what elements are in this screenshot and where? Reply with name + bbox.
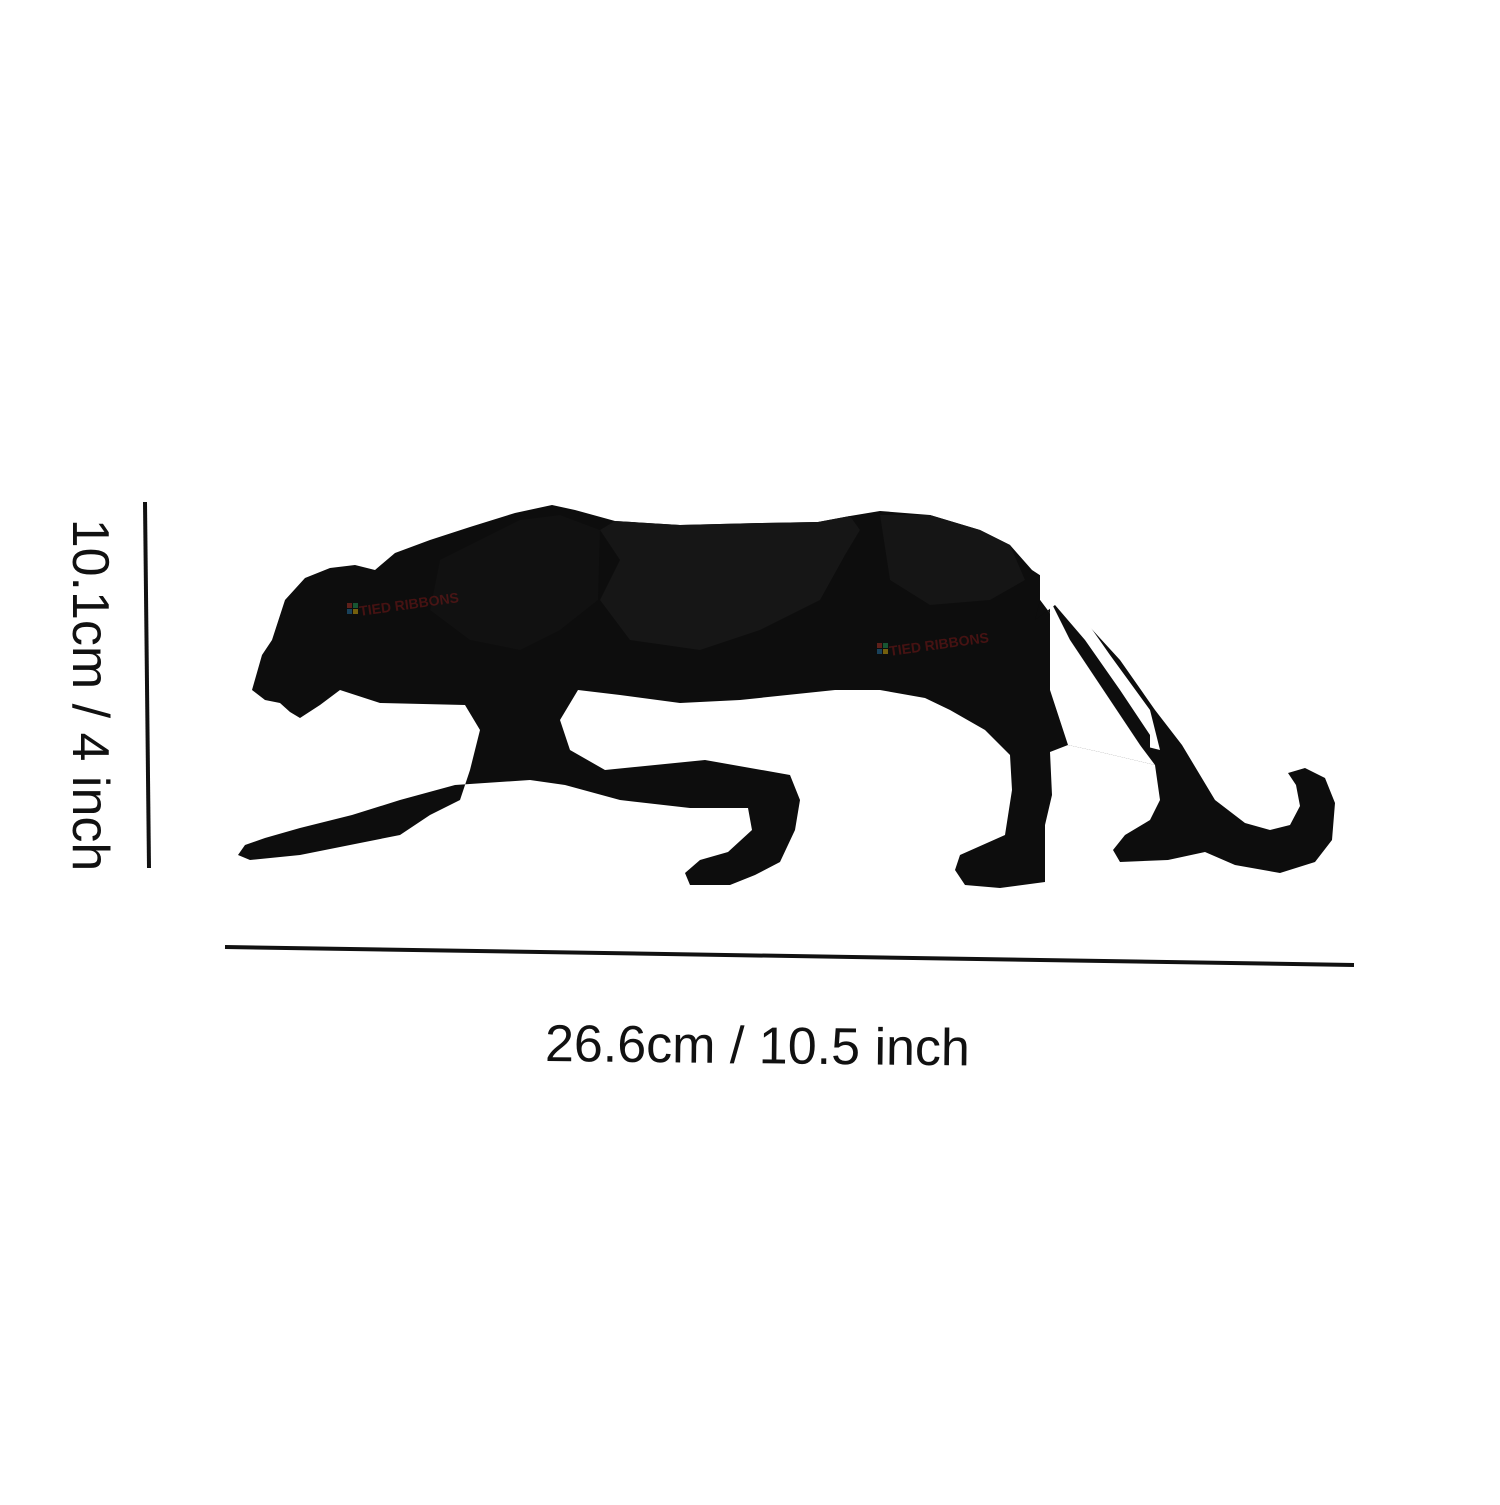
width-dimension-line xyxy=(224,945,1355,967)
panther-figurine xyxy=(238,505,1335,888)
height-dimension-label: 10.1cm / 4 inch xyxy=(61,518,119,872)
width-dimension-label: 26.6cm / 10.5 inch xyxy=(544,1015,971,1078)
height-dimension-line xyxy=(143,501,151,869)
